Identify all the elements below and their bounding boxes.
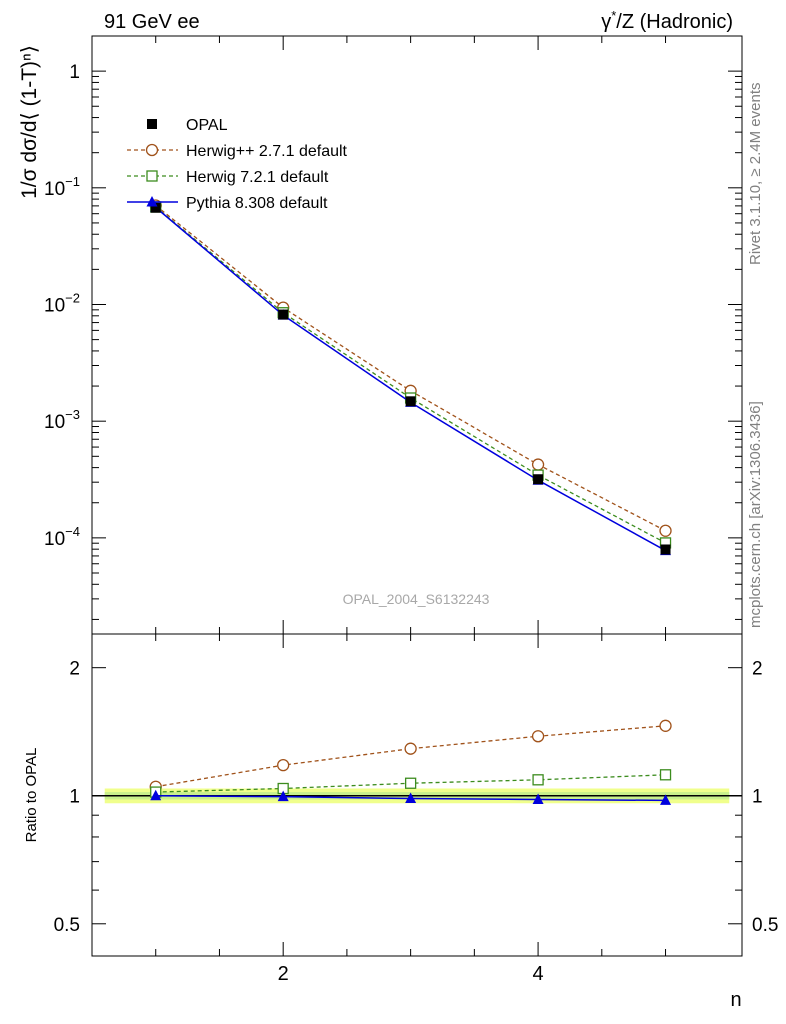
- y-tick-label: 2: [69, 659, 80, 680]
- data-point: [278, 309, 289, 320]
- y-tick-label: 10−1: [44, 174, 80, 200]
- legend-label: Herwig++ 2.7.1 default: [186, 143, 348, 160]
- ratio-point: [150, 789, 162, 801]
- legend-marker: [146, 196, 158, 207]
- ratio-point: [404, 777, 417, 789]
- y-tick-label: 0.5: [54, 915, 80, 936]
- legend-label: OPAL: [186, 117, 228, 134]
- ratio-point: [532, 774, 544, 786]
- data-point: [150, 202, 161, 213]
- y-tick-label: 10−4: [44, 524, 80, 550]
- ratio-frame: [91, 633, 743, 957]
- legend-label: Pythia 8.308 default: [186, 195, 328, 212]
- rivet-version-label: Rivet 3.1.10, ≥ 2.4M events: [747, 83, 764, 266]
- ratio-point: [532, 793, 544, 804]
- ratio-point: [659, 719, 672, 732]
- y-tick-label: 1: [69, 787, 80, 808]
- header-right: γ*/Z (Hadronic): [601, 8, 733, 33]
- data-point: [533, 474, 544, 485]
- main-series: [149, 199, 672, 556]
- ratio-series: [149, 719, 672, 805]
- ratio-point: [660, 794, 672, 805]
- series-line: [155, 206, 666, 544]
- legend-marker: [147, 119, 157, 129]
- data-point: [531, 458, 545, 471]
- y-tick-label-right: 0.5: [752, 915, 778, 936]
- data-point: [405, 396, 416, 407]
- ratio-y-axis-label: Ratio to OPAL: [23, 748, 40, 843]
- main-axis-ticks: 1 10−1 10−2 10−3 10−4: [44, 35, 742, 634]
- main-y-axis-label: 1/σ dσ/d⟨ (1-T)ⁿ⟩: [18, 45, 41, 199]
- series-line: [155, 206, 666, 552]
- ratio-point: [531, 730, 545, 743]
- ratio-point: [405, 792, 417, 804]
- legend-marker: [146, 170, 158, 182]
- mcplots-label: mcplots.cern.ch [arXiv:1306.3436]: [747, 401, 764, 628]
- y-tick-label-right: 1: [752, 787, 763, 808]
- analysis-watermark: OPAL_2004_S6132243: [343, 591, 490, 607]
- ratio-panel: 2 4 2 2 1 1 0.5 0.5 Ratio to OPAL n: [23, 633, 778, 1011]
- ratio-point: [277, 790, 289, 802]
- legend: OPAL Herwig++ 2.7.1 default Herwig 7.2.1 d…: [127, 117, 348, 212]
- x-tick-label: 4: [533, 963, 544, 985]
- header-left: 91 GeV ee: [104, 11, 200, 33]
- ratio-point: [659, 769, 672, 781]
- data-point: [660, 544, 671, 555]
- ratio-point: [277, 759, 290, 772]
- y-tick-label-right: 2: [752, 659, 763, 680]
- main-panel: 1 10−1 10−2 10−3 10−4 OPAL_2004_S6132243 1/σ…: [18, 35, 743, 635]
- x-axis-label: n: [730, 989, 741, 1011]
- ratio-axis-ticks: 2 4 2 2 1 1 0.5 0.5: [54, 634, 778, 985]
- legend-label: Herwig 7.2.1 default: [186, 169, 329, 186]
- ratio-point: [404, 742, 417, 755]
- series-line: [155, 205, 666, 532]
- data-point: [659, 524, 672, 537]
- legend-marker: [145, 143, 159, 157]
- y-tick-label: 10−3: [44, 407, 80, 433]
- ratio-series-line: [155, 725, 666, 788]
- y-tick-label: 10−2: [44, 290, 80, 316]
- y-tick-label: 1: [69, 62, 80, 83]
- x-tick-label: 2: [278, 963, 289, 985]
